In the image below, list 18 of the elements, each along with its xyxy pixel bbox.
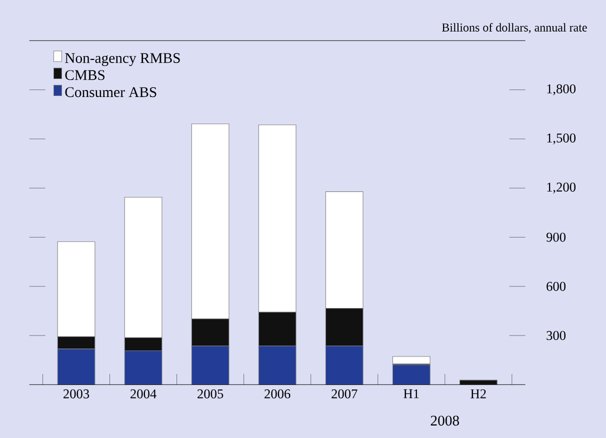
y-tick-label: 1,200 bbox=[547, 182, 576, 194]
legend-label: Consumer ABS bbox=[65, 87, 156, 98]
y-tick-label: 1,800 bbox=[547, 84, 576, 96]
x-tick-label: 2007 bbox=[332, 389, 358, 398]
legend-label: CMBS bbox=[65, 70, 104, 80]
x-tick-label: 2003 bbox=[64, 389, 90, 398]
y-axis-title: Billions of dollars, annual rate bbox=[442, 22, 587, 34]
x-tick-label: H1 bbox=[404, 389, 419, 398]
x-tick-label: 2006 bbox=[264, 389, 290, 398]
x-tick-label: H2 bbox=[470, 389, 486, 398]
y-tick-label: 600 bbox=[546, 282, 566, 291]
x-tick-label: 2005 bbox=[198, 389, 224, 398]
y-tick-label: 300 bbox=[546, 331, 566, 340]
text: 2008 bbox=[430, 416, 460, 426]
legend-label: Non-agency RMBS bbox=[65, 53, 180, 66]
y-tick-label: 900 bbox=[546, 232, 566, 242]
x-tick-label: 2004 bbox=[130, 389, 156, 398]
y-tick-label: 1,500 bbox=[547, 133, 576, 144]
